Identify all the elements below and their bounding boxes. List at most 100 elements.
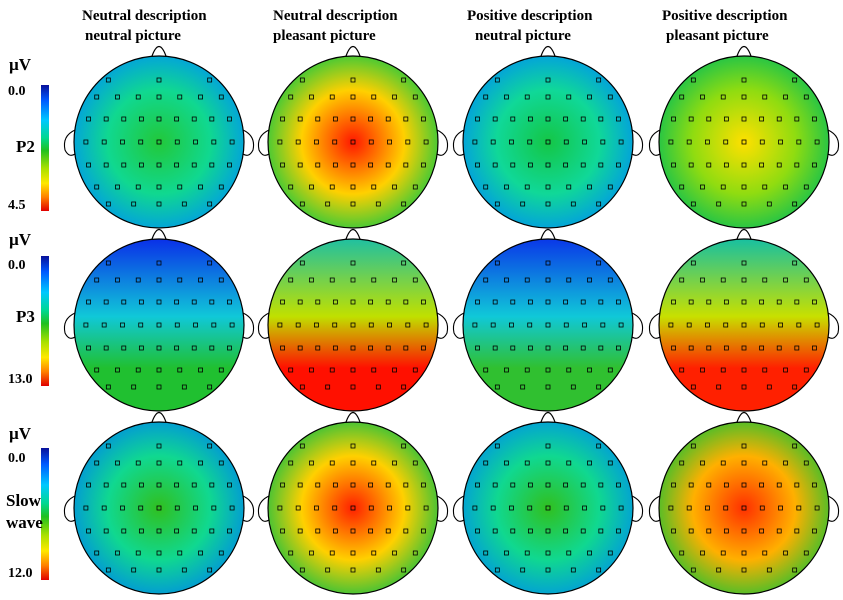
electrode-marker <box>778 139 783 145</box>
electrode-marker <box>299 260 305 266</box>
electrode-marker <box>309 460 314 466</box>
scalp-map-p2-4 <box>648 45 840 229</box>
electrode-marker <box>607 550 613 556</box>
right-ear-outline <box>242 129 255 156</box>
electrode-marker <box>332 139 338 145</box>
electrode-marker <box>587 94 592 100</box>
electrode-marker <box>156 345 162 351</box>
electrode-marker <box>494 201 500 207</box>
electrode-marker <box>177 277 183 283</box>
electrode-marker <box>545 460 551 466</box>
electrode-marker <box>570 384 576 390</box>
electrode-marker <box>759 116 765 122</box>
electrode-marker <box>174 116 180 122</box>
electrode-marker <box>510 482 516 488</box>
electrode-marker <box>115 277 120 283</box>
electrode-marker <box>198 184 203 190</box>
electrode-marker <box>392 460 397 466</box>
electrode-marker <box>679 277 685 283</box>
electrode-marker <box>423 505 429 511</box>
electrode-marker <box>314 505 319 511</box>
electrode-marker <box>759 345 765 351</box>
electrode-marker <box>792 384 798 390</box>
electrode-marker <box>794 162 800 168</box>
electrode-marker <box>700 94 705 100</box>
electrode-marker <box>504 184 509 190</box>
electrode-marker <box>350 94 356 100</box>
electrode-marker <box>403 116 409 122</box>
electrode-marker <box>762 94 768 100</box>
row-p2-label: P2 <box>16 137 35 156</box>
electrode-marker <box>607 184 613 190</box>
electrode-marker <box>385 162 391 168</box>
electrode-marker <box>297 116 303 122</box>
column-title-3-line2: neutral picture <box>475 28 571 44</box>
electrode-marker <box>472 505 478 511</box>
electrode-marker <box>723 299 729 305</box>
electrode-marker <box>207 567 213 573</box>
electrode-marker <box>587 184 592 190</box>
electrode-marker <box>218 367 224 373</box>
nose-outline <box>150 45 168 60</box>
electrode-marker <box>598 162 604 168</box>
electrode-marker <box>776 299 782 305</box>
electrode-marker <box>280 116 285 122</box>
electrode-marker <box>723 482 729 488</box>
electrode-marker <box>315 482 321 488</box>
electrode-marker <box>509 139 514 145</box>
electrode-marker <box>403 482 409 488</box>
electrode-marker <box>86 528 91 534</box>
electrode-marker <box>700 367 705 373</box>
electrode-marker <box>156 550 162 556</box>
right-ear-outline <box>631 312 644 339</box>
electrode-marker <box>783 550 788 556</box>
electrode-marker <box>421 345 426 351</box>
left-ear-outline <box>63 129 76 156</box>
electrode-marker <box>783 460 788 466</box>
electrode-marker <box>596 443 602 449</box>
electrode-marker <box>191 482 197 488</box>
electrode-marker <box>387 505 392 511</box>
nose-outline <box>150 228 168 243</box>
electrode-marker <box>762 184 768 190</box>
electrode-marker <box>759 482 765 488</box>
column-title-2-line2: pleasant picture <box>273 28 376 44</box>
scalp-map-slow-wave-4 <box>648 411 840 595</box>
electrode-marker <box>812 116 817 122</box>
electrode-marker <box>759 505 765 511</box>
electrode-marker <box>350 482 356 488</box>
electrode-marker <box>115 460 120 466</box>
electrode-marker <box>350 322 356 328</box>
electrode-marker <box>405 505 411 511</box>
electrode-marker <box>135 277 141 283</box>
electrode-marker <box>700 460 705 466</box>
electrode-marker <box>218 94 224 100</box>
electrode-marker <box>138 505 144 511</box>
row-slow-wave-scale-min: 0.0 <box>8 451 26 466</box>
electrode-marker <box>796 322 802 328</box>
electrode-marker <box>299 201 305 207</box>
electrode-marker <box>392 277 397 283</box>
electrode-marker <box>570 567 576 573</box>
electrode-marker <box>741 184 747 190</box>
electrode-marker <box>314 322 319 328</box>
electrode-marker <box>510 162 516 168</box>
electrode-marker <box>156 116 162 122</box>
nose-outline <box>344 45 362 60</box>
electrode-marker <box>563 139 569 145</box>
electrode-marker <box>412 550 418 556</box>
electrode-marker <box>475 345 480 351</box>
electrode-marker <box>545 162 551 168</box>
electrode-marker <box>688 482 694 488</box>
electrode-marker <box>741 277 747 283</box>
electrode-marker <box>492 482 498 488</box>
electrode-marker <box>174 299 180 305</box>
electrode-marker <box>706 299 712 305</box>
left-ear-outline <box>63 495 76 522</box>
electrode-marker <box>563 505 569 511</box>
electrode-marker <box>545 299 551 305</box>
electrode-marker <box>288 94 294 100</box>
right-ear-outline <box>242 312 255 339</box>
electrode-marker <box>794 482 800 488</box>
electrode-marker <box>115 94 120 100</box>
